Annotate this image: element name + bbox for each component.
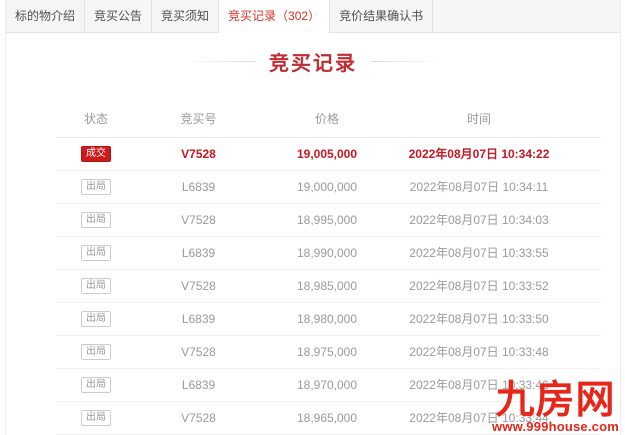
time-cell: 2022年08月07日 10:34:11 — [393, 170, 565, 204]
spacer-cell — [565, 137, 601, 171]
status-cell: 出局 — [56, 269, 136, 303]
price-cell: 18,995,000 — [261, 203, 393, 237]
table-row: 出局 L6839 18,990,000 2022年08月07日 10:33:55 — [56, 236, 601, 270]
bidder-number-cell: L6839 — [136, 170, 261, 204]
table-row: 出局 V7528 18,995,000 2022年08月07日 10:34:03 — [56, 203, 601, 237]
spacer-cell — [565, 302, 601, 336]
table-row: 出局 V7528 18,965,000 2022年08月07日 10:33:44 — [56, 401, 601, 435]
status-cell: 出局 — [56, 401, 136, 435]
spacer-cell — [565, 269, 601, 303]
tab-4[interactable]: 竞买记录（302） — [219, 0, 331, 33]
bidder-number-cell: V7528 — [136, 203, 261, 237]
status-cell: 出局 — [56, 302, 136, 336]
column-header: 竞买号 — [136, 100, 261, 138]
status-cell: 出局 — [56, 335, 136, 369]
spacer-cell — [565, 368, 601, 402]
time-cell: 2022年08月07日 10:33:55 — [393, 236, 565, 270]
bid-record-table: 状态 竞买号 价格 时间 成交 V7528 19,005,000 2022年08月07… — [56, 100, 601, 435]
spacer-header — [565, 100, 601, 138]
status-badge: 出局 — [81, 179, 111, 195]
table-row: 出局 L6839 18,980,000 2022年08月07日 10:33:50 — [56, 302, 601, 336]
title-decor-line-left — [185, 60, 255, 62]
status-cell: 出局 — [56, 368, 136, 402]
spacer-cell — [565, 170, 601, 204]
column-header: 价格 — [261, 100, 393, 138]
spacer-cell — [565, 236, 601, 270]
bidder-number-cell: L6839 — [136, 236, 261, 270]
status-badge: 出局 — [81, 278, 111, 294]
table-row: 出局 L6839 18,970,000 2022年08月07日 10:33:46 — [56, 368, 601, 402]
status-badge: 出局 — [81, 377, 111, 393]
table-header-row: 状态 竞买号 价格 时间 — [56, 100, 601, 138]
table-row: 出局 L6839 19,000,000 2022年08月07日 10:34:11 — [56, 170, 601, 204]
page-title: 竞买记录 — [269, 52, 357, 75]
status-badge: 出局 — [81, 245, 111, 261]
table-row: 成交 V7528 19,005,000 2022年08月07日 10:34:22 — [56, 137, 601, 171]
title-decor-line-right — [371, 60, 441, 62]
bidder-number-cell: V7528 — [136, 335, 261, 369]
time-cell: 2022年08月07日 10:33:48 — [393, 335, 565, 369]
status-cell: 出局 — [56, 170, 136, 204]
price-cell: 18,975,000 — [261, 335, 393, 369]
column-header: 状态 — [56, 100, 136, 138]
time-cell: 2022年08月07日 10:33:50 — [393, 302, 565, 336]
section-title-row: 竞买记录 — [6, 47, 620, 75]
price-cell: 18,990,000 — [261, 236, 393, 270]
time-cell: 2022年08月07日 10:34:03 — [393, 203, 565, 237]
status-cell: 成交 — [56, 137, 136, 171]
price-cell: 18,970,000 — [261, 368, 393, 402]
bidder-number-cell: L6839 — [136, 302, 261, 336]
tab-5[interactable]: 竞价结果确认书 — [330, 0, 434, 32]
status-badge: 出局 — [81, 311, 111, 327]
price-cell: 18,980,000 — [261, 302, 393, 336]
bidder-number-cell: V7528 — [136, 269, 261, 303]
time-cell: 2022年08月07日 10:33:44 — [393, 401, 565, 435]
price-cell: 18,965,000 — [261, 401, 393, 435]
status-badge: 出局 — [81, 410, 111, 426]
status-cell: 出局 — [56, 203, 136, 237]
tab-2[interactable]: 竞买公告 — [85, 0, 153, 32]
status-badge: 出局 — [81, 212, 111, 228]
spacer-cell — [565, 203, 601, 237]
status-badge: 成交 — [81, 146, 111, 162]
time-cell: 2022年08月07日 10:33:46 — [393, 368, 565, 402]
price-cell: 19,005,000 — [261, 137, 393, 171]
bidder-number-cell: V7528 — [136, 401, 261, 435]
spacer-cell — [565, 335, 601, 369]
tab-3[interactable]: 竞买须知 — [152, 0, 220, 32]
table-body: 成交 V7528 19,005,000 2022年08月07日 10:34:22… — [56, 137, 601, 435]
price-cell: 19,000,000 — [261, 170, 393, 204]
table-row: 出局 V7528 18,985,000 2022年08月07日 10:33:52 — [56, 269, 601, 303]
tab-1[interactable]: 标的物介绍 — [6, 0, 86, 32]
bidder-number-cell: V7528 — [136, 137, 261, 171]
column-header: 时间 — [393, 100, 565, 138]
content-container: 标的物介绍 竞买公告 竞买须知 竞买记录（302） 竞价结果确认书 竞买记录 状态 竞买号… — [5, 0, 621, 435]
status-badge: 出局 — [81, 344, 111, 360]
bidder-number-cell: L6839 — [136, 368, 261, 402]
time-cell: 2022年08月07日 10:33:52 — [393, 269, 565, 303]
time-cell: 2022年08月07日 10:34:22 — [393, 137, 565, 171]
tab-bar: 标的物介绍 竞买公告 竞买须知 竞买记录（302） 竞价结果确认书 — [6, 0, 620, 33]
table-row: 出局 V7528 18,975,000 2022年08月07日 10:33:48 — [56, 335, 601, 369]
price-cell: 18,985,000 — [261, 269, 393, 303]
status-cell: 出局 — [56, 236, 136, 270]
spacer-cell — [565, 401, 601, 435]
